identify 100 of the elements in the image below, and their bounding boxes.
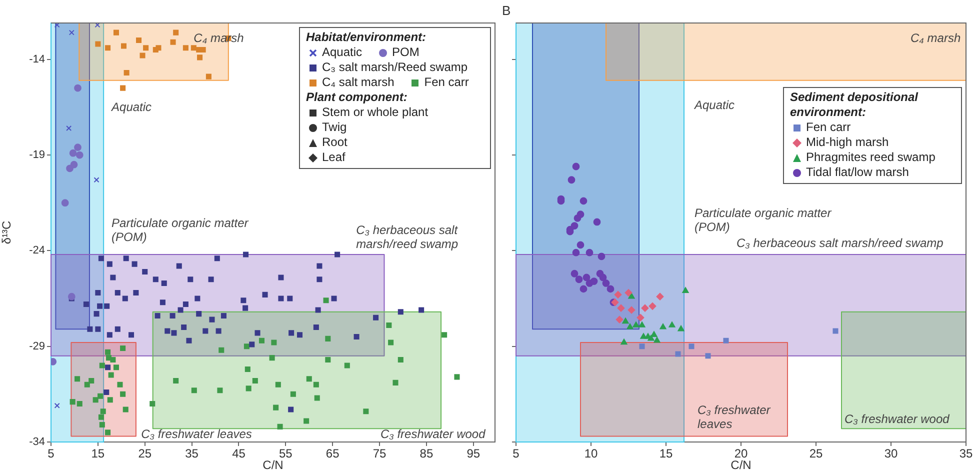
x-tick-label: 65	[326, 446, 340, 461]
legend-label: Root	[322, 135, 348, 150]
x-tick-label: 15	[91, 446, 105, 461]
point	[173, 30, 179, 36]
point	[120, 345, 126, 352]
annotation: C₃ freshwater leaves	[698, 403, 772, 432]
point	[99, 362, 105, 368]
point	[150, 400, 156, 406]
legend-label: Leaf	[322, 150, 346, 165]
point	[68, 30, 74, 36]
point	[117, 382, 123, 388]
y-tick-label: -19	[29, 149, 45, 162]
point	[654, 336, 660, 343]
point	[98, 393, 104, 399]
point	[313, 382, 319, 388]
point	[626, 324, 634, 330]
point	[314, 395, 320, 401]
point	[190, 45, 196, 51]
point	[705, 353, 711, 359]
legend-title: Habitat/environment:	[306, 30, 428, 45]
point	[100, 408, 106, 414]
point	[197, 54, 203, 60]
point	[120, 85, 126, 91]
point	[650, 331, 658, 337]
point	[76, 400, 82, 406]
point	[568, 176, 576, 184]
point	[682, 287, 689, 293]
point	[69, 149, 77, 157]
point	[606, 285, 614, 293]
y-tick-label: -24	[29, 244, 45, 257]
point	[580, 197, 588, 205]
point	[105, 45, 111, 51]
point	[98, 414, 104, 420]
point	[599, 274, 607, 282]
x-axis-title: C/N	[262, 458, 284, 472]
point	[632, 322, 640, 328]
point	[122, 406, 128, 412]
point	[570, 222, 578, 230]
annotation: C₃ freshwater wood	[380, 427, 486, 442]
point	[206, 74, 212, 80]
point	[678, 325, 684, 332]
annotation: Particulate organic matter (POM)	[694, 206, 833, 234]
x-tick-label: 45	[232, 446, 246, 461]
point	[306, 376, 312, 382]
point	[386, 322, 392, 328]
point	[277, 424, 283, 430]
point	[99, 422, 105, 428]
point	[572, 162, 580, 170]
point	[628, 292, 635, 299]
x-tick-label: 35	[959, 446, 973, 461]
point	[602, 280, 610, 287]
point	[572, 248, 580, 256]
point	[648, 334, 654, 341]
legend-label: Fen carr	[424, 75, 469, 90]
annotation: Plant component:	[306, 90, 408, 105]
point	[832, 328, 838, 334]
legend-label: Tidal flat/low marsh	[806, 165, 909, 180]
x-tick-label: 85	[420, 446, 434, 461]
point	[398, 356, 404, 362]
x-tick-label: 25	[809, 446, 823, 461]
point	[636, 314, 644, 322]
x-tick-label: 75	[372, 446, 387, 461]
point	[74, 144, 82, 152]
point	[574, 214, 582, 222]
point	[582, 274, 590, 282]
point	[244, 344, 250, 350]
legend-label: Aquatic	[322, 45, 362, 60]
annotation: C₃ herbaceous salt marsh/reed swamp	[736, 236, 944, 250]
point	[94, 23, 100, 28]
point	[217, 388, 223, 394]
point	[110, 356, 116, 362]
point	[660, 324, 666, 330]
point	[641, 304, 649, 312]
point	[105, 430, 111, 436]
point	[94, 177, 100, 183]
point	[70, 160, 78, 168]
point	[620, 338, 628, 345]
x-tick-label: 95	[466, 446, 480, 461]
point	[392, 380, 398, 386]
point	[120, 43, 127, 49]
point	[218, 347, 224, 353]
point	[723, 338, 729, 344]
point	[246, 386, 252, 392]
point	[271, 340, 277, 346]
point	[325, 356, 331, 362]
point	[593, 218, 601, 226]
annotation: Aquatic	[112, 100, 152, 114]
legend-label: Mid-high marsh	[806, 135, 889, 150]
x-tick-label: 30	[884, 446, 898, 461]
point	[675, 351, 681, 357]
point	[688, 344, 694, 350]
point	[388, 340, 394, 346]
point	[617, 304, 625, 312]
point	[323, 298, 329, 304]
chart-title: B	[502, 3, 511, 18]
point	[66, 125, 72, 131]
legend-label: Twig	[322, 120, 347, 135]
point	[173, 378, 179, 384]
point	[454, 374, 460, 380]
point	[442, 332, 448, 338]
